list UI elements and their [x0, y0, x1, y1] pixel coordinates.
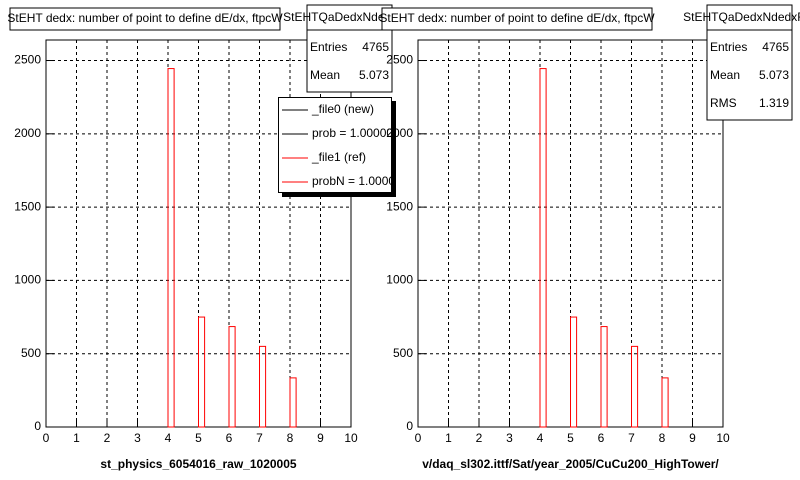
stats-label: Entries [310, 40, 347, 54]
stats-box [306, 4, 393, 93]
x-axis-label: v/daq_sl302.ittf/Sat/year_2005/CuCu200_H… [422, 457, 719, 471]
y-tick-label: 2500 [14, 53, 41, 67]
x-axis-label: st_physics_6054016_raw_1020005 [100, 457, 296, 471]
stats-label: Mean [310, 68, 340, 82]
x-tick-label: 6 [226, 431, 233, 445]
x-tick-label: 8 [659, 431, 666, 445]
y-tick-label: 0 [34, 419, 41, 433]
stats-value: 4765 [762, 40, 789, 54]
bar [600, 326, 608, 428]
bar [539, 68, 547, 428]
x-tick-label: 7 [628, 431, 635, 445]
bar [198, 316, 206, 428]
x-tick-label: 4 [537, 431, 544, 445]
y-tick-label: 2000 [386, 126, 413, 140]
x-tick-label: 3 [134, 431, 141, 445]
legend-bg [278, 97, 392, 193]
x-tick-label: 1 [445, 431, 452, 445]
chart-title: StEHT dedx: number of point to define dE… [7, 11, 283, 25]
bar [289, 377, 297, 428]
legend-label: _file1 (ref) [311, 150, 366, 164]
x-tick-label: 9 [689, 431, 696, 445]
stats-value: 1.319 [759, 96, 789, 110]
title-box [381, 7, 653, 31]
stats-box [706, 4, 793, 121]
bar [228, 326, 236, 428]
x-tick-label: 7 [256, 431, 263, 445]
y-tick-label: 500 [21, 346, 41, 360]
stats-name: StEHTQaDedxNdedxFW [683, 10, 800, 24]
y-tick-label: 1500 [14, 199, 41, 213]
legend-label: probN = 1.000000 [312, 174, 409, 188]
x-tick-label: 0 [43, 431, 50, 445]
y-tick-label: 2500 [386, 53, 413, 67]
legend-label: _file0 (new) [311, 102, 374, 116]
bar [570, 316, 578, 428]
x-tick-label: 0 [415, 431, 422, 445]
bar [661, 377, 669, 428]
bar [259, 345, 267, 428]
x-tick-label: 2 [476, 431, 483, 445]
chart-title: StEHT dedx: number of point to define dE… [379, 11, 655, 25]
x-tick-label: 10 [344, 431, 358, 445]
x-tick-label: 4 [165, 431, 172, 445]
stats-value: 5.073 [759, 68, 789, 82]
x-tick-label: 3 [506, 431, 513, 445]
title-box [9, 7, 281, 31]
x-tick-label: 5 [195, 431, 202, 445]
x-tick-label: 10 [716, 431, 730, 445]
y-tick-label: 1000 [14, 273, 41, 287]
x-tick-label: 1 [73, 431, 80, 445]
legend-label: prob = 1.000000 [312, 126, 400, 140]
bar [167, 68, 175, 428]
bar [631, 345, 639, 428]
y-tick-label: 500 [393, 346, 413, 360]
x-tick-label: 6 [598, 431, 605, 445]
stats-label: Mean [710, 68, 740, 82]
y-tick-label: 1500 [386, 199, 413, 213]
stats-value: 4765 [362, 40, 389, 54]
x-tick-label: 8 [287, 431, 294, 445]
legend: _file0 (new) prob = 1.000000 _file1 (ref) p… [278, 97, 409, 193]
y-tick-label: 0 [406, 419, 413, 433]
y-tick-label: 2000 [14, 126, 41, 140]
y-tick-label: 1000 [386, 273, 413, 287]
x-tick-label: 9 [317, 431, 324, 445]
stats-label: RMS [710, 96, 737, 110]
stats-value: 5.073 [359, 68, 389, 82]
x-tick-label: 5 [567, 431, 574, 445]
stats-label: Entries [710, 40, 747, 54]
x-tick-label: 2 [104, 431, 111, 445]
